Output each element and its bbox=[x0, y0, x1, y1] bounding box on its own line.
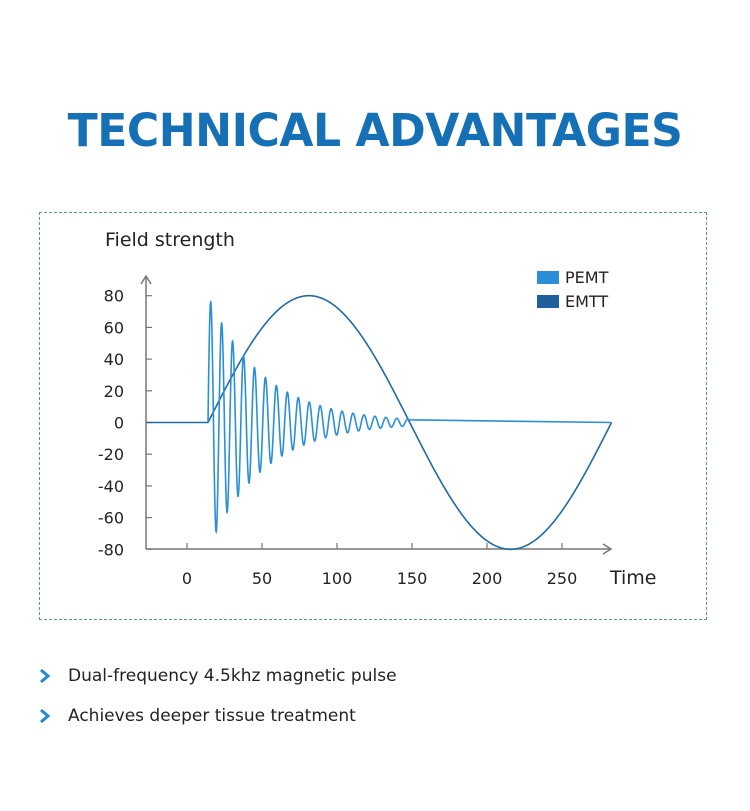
x-tick-label: 100 bbox=[322, 569, 353, 588]
x-axis-arrow bbox=[602, 543, 613, 555]
x-axis-label: Time bbox=[609, 567, 657, 589]
series-emtt-line bbox=[146, 294, 613, 551]
y-tick-label: 0 bbox=[114, 414, 124, 433]
list-item-text: Achieves deeper tissue treatment bbox=[68, 706, 356, 726]
list-item-text: Dual-frequency 4.5khz magnetic pulse bbox=[68, 666, 397, 686]
y-tick-label: 80 bbox=[104, 287, 124, 306]
x-tick-label: 150 bbox=[397, 569, 428, 588]
list-item: Dual-frequency 4.5khz magnetic pulse bbox=[38, 662, 397, 690]
legend-swatch-emtt bbox=[537, 295, 559, 308]
page-title: TECHNICAL ADVANTAGES bbox=[67, 104, 683, 157]
list-item: Achieves deeper tissue treatment bbox=[38, 702, 397, 730]
y-tick-label: 20 bbox=[104, 382, 124, 401]
chart-frame: 80 60 40 20 0 -20 -40 -60 -80 0 50 100 150 200 250 Fiel… bbox=[39, 212, 707, 620]
y-tick-label: -80 bbox=[98, 540, 124, 559]
legend-label-pemt: PEMT bbox=[565, 268, 609, 287]
legend-label-emtt: EMTT bbox=[565, 292, 608, 311]
y-axis-arrow bbox=[140, 274, 152, 285]
feature-list: Dual-frequency 4.5khz magnetic pulse Ach… bbox=[38, 662, 397, 742]
legend-swatch-pemt bbox=[537, 271, 559, 284]
y-tick-label: -40 bbox=[98, 477, 124, 496]
y-tick-label: 60 bbox=[104, 318, 124, 337]
x-tick-label: 0 bbox=[182, 569, 192, 588]
x-tick-label: 200 bbox=[472, 569, 503, 588]
y-tick-label: -20 bbox=[98, 445, 124, 464]
y-tick-label: 40 bbox=[104, 350, 124, 369]
series-pemt-line bbox=[207, 300, 612, 534]
y-axis-label: Field strength bbox=[105, 229, 235, 251]
x-tick-label: 250 bbox=[547, 569, 578, 588]
x-tick-label: 50 bbox=[252, 569, 272, 588]
y-tick-label: -60 bbox=[98, 509, 124, 528]
chevron-right-icon bbox=[40, 708, 51, 724]
chevron-right-icon bbox=[40, 668, 51, 684]
